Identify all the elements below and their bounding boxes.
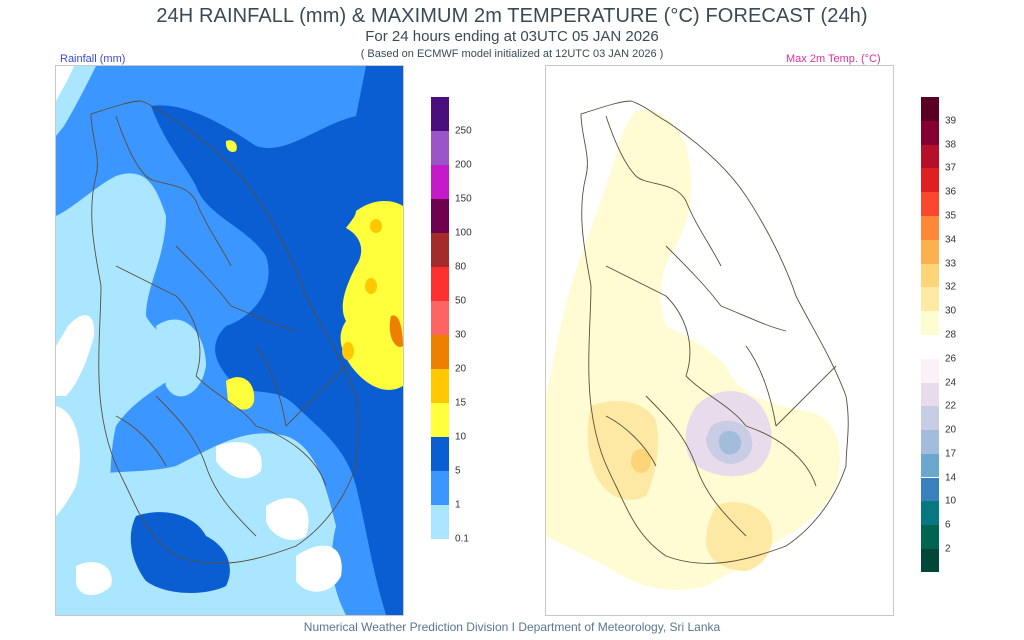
rain-field-10-15mm-a: [226, 377, 255, 410]
temperature-warm-legend-tick-label: 39: [945, 115, 957, 127]
temperature-cool-legend-tick-label: 20: [945, 424, 957, 436]
temperature-cool-legend-tick-label: 17: [945, 448, 957, 460]
rainfall-legend-swatch: [431, 267, 449, 301]
temperature-warm-legend-swatch: [921, 97, 939, 121]
temperature-warm-legend-tick-label: 36: [945, 186, 957, 198]
temp-field-30-32c-west: [587, 401, 658, 500]
model-note: ( Based on ECMWF model initialized at 12…: [360, 48, 664, 60]
rainfall-map-canvas: [56, 66, 403, 615]
district-boundaries-temp: [580, 100, 849, 564]
temperature-cool-legend-tick-label: 2: [945, 543, 951, 555]
temperature-cool-legend-swatch: [921, 430, 939, 454]
temp-field-17-20c: [718, 430, 742, 455]
rainfall-legend-tick-label: 150: [455, 193, 472, 205]
temperature-warm-legend-swatch: [921, 239, 939, 264]
rainfall-legend-tick-label: 80: [455, 261, 467, 273]
temperature-cool-legend-swatch: [921, 477, 939, 502]
footer-credit: Numerical Weather Prediction Division I …: [303, 620, 721, 634]
temp-field-30-32c-south: [706, 502, 773, 571]
rainfall-legend-swatch: [431, 301, 449, 335]
rainfall-legend-tick-label: 0.1: [455, 533, 469, 545]
rainfall-legend-tick-label: 20: [455, 363, 467, 375]
temperature-warm-legend-tick-label: 33: [945, 258, 957, 270]
rainfall-legend-swatch: [431, 403, 449, 437]
rainfall-legend-tick-label: 15: [455, 397, 467, 409]
rain-field-5-10mm-south: [130, 512, 230, 593]
temperature-map-canvas: [546, 100, 849, 590]
rainfall-legend-swatch: [431, 437, 449, 471]
temperature-warm-legend-swatch: [921, 287, 939, 312]
rainfall-legend-swatch: [431, 233, 449, 267]
temperature-warm-legend-tick-label: 28: [945, 329, 957, 341]
temperature-cool-legend-swatch: [921, 359, 939, 383]
forecast-period: For 24 hours ending at 03UTC 05 JAN 2026: [365, 28, 659, 45]
temperature-map: [545, 65, 894, 616]
rainfall-panel-label: Rainfall (mm): [60, 53, 126, 65]
temperature-cool-legend-swatch: [921, 453, 939, 478]
rainfall-legend-swatch: [431, 505, 449, 539]
temperature-cool-legend-tick-label: 6: [945, 519, 951, 531]
rainfall-legend-swatch: [431, 369, 449, 403]
rainfall-legend-tick-label: 5: [455, 465, 461, 477]
rain-field-light-mid: [156, 319, 206, 397]
rainfall-legend-swatch: [431, 471, 449, 505]
temperature-cool-legend-tick-label: 10: [945, 495, 957, 507]
temperature-warm-colorbar: 39 38 37 36 35 34 33 32 30 28: [921, 97, 961, 341]
temperature-cool-legend-swatch: [921, 501, 939, 525]
temperature-warm-legend-swatch: [921, 192, 939, 216]
rain-field-5-10mm: [151, 66, 403, 615]
temperature-cool-legend-tick-label: 14: [945, 472, 957, 483]
rain-field-20-30mm: [389, 315, 403, 347]
temperature-cool-legend-swatch: [921, 548, 939, 573]
main-title: 24H RAINFALL (mm) & MAXIMUM 2m TEMPERATU…: [156, 5, 868, 27]
temp-field-32-33c: [631, 449, 651, 473]
rain-field-15-20mm-b: [365, 278, 377, 294]
rainfall-legend-swatch: [431, 199, 449, 233]
temperature-warm-legend-swatch: [921, 216, 939, 240]
rainfall-legend-swatch: [431, 335, 449, 369]
rainfall-legend-swatch: [431, 165, 449, 199]
temperature-cool-legend-swatch: [921, 406, 939, 431]
temperature-warm-legend-swatch: [921, 168, 939, 193]
rainfall-legend-tick-label: 50: [455, 295, 467, 307]
temperature-cool-legend-tick-label: 24: [945, 377, 957, 389]
rain-field-15-20mm-a: [370, 219, 382, 233]
rainfall-legend-swatch: [431, 131, 449, 165]
rainfall-map: [55, 65, 404, 616]
temperature-warm-legend-swatch: [921, 311, 939, 335]
temperature-warm-legend-swatch: [921, 263, 939, 288]
temperature-cool-legend-tick-label: 26: [945, 353, 957, 365]
temperature-warm-legend-tick-label: 32: [945, 281, 957, 293]
temperature-cool-legend-tick-label: 22: [945, 400, 957, 412]
temperature-panel-label: Max 2m Temp. (°C): [786, 53, 881, 65]
temp-field-28-30c: [546, 110, 840, 590]
rain-field-light-south: [56, 433, 346, 615]
temperature-warm-legend-swatch: [921, 120, 939, 145]
temperature-warm-legend-tick-label: 35: [945, 210, 957, 222]
rainfall-legend-tick-label: 200: [455, 159, 472, 171]
temperature-warm-legend-tick-label: 37: [945, 162, 957, 174]
temperature-warm-legend-tick-label: 30: [945, 305, 957, 317]
rain-field-10-15mm-east: [340, 201, 403, 390]
rainfall-legend-tick-label: 100: [455, 227, 472, 239]
district-boundaries: [90, 100, 359, 564]
rain-field-light-west: [56, 66, 186, 596]
rain-field-10-15mm-b: [225, 140, 237, 152]
rainfall-legend-tick-label: 30: [455, 329, 467, 341]
temperature-cool-legend-swatch: [921, 524, 939, 549]
temperature-warm-legend-tick-label: 34: [945, 234, 957, 246]
rain-field-15-20mm-c: [342, 342, 354, 360]
rainfall-legend-tick-label: 10: [455, 431, 467, 443]
rainfall-legend-tick-label: 250: [455, 125, 472, 137]
rainfall-colorbar: 250 200 150 100 80 50 30 20 15 10 5 1 0.1: [431, 97, 472, 545]
temperature-warm-legend-tick-label: 38: [945, 139, 957, 151]
rainfall-legend-tick-label: 1: [455, 499, 461, 511]
temperature-warm-legend-swatch: [921, 144, 939, 169]
rainfall-legend-swatch: [431, 97, 449, 131]
temperature-cool-legend-swatch: [921, 382, 939, 407]
